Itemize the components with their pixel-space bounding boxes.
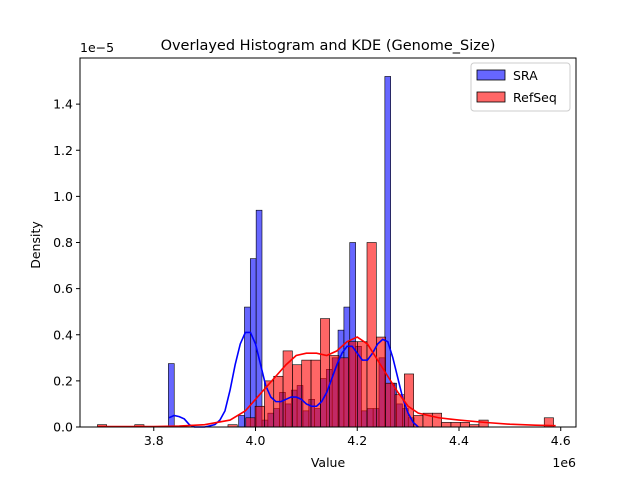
sra-kde-line xyxy=(168,331,419,428)
refseq-histogram-bar xyxy=(413,415,424,428)
sra-histogram-bar xyxy=(238,415,245,428)
legend-label-refseq: RefSeq xyxy=(513,90,557,105)
y-tick-label: 0.2 xyxy=(53,373,73,388)
x-tick-label: 3.8 xyxy=(144,433,164,448)
chart-title: Overlayed Histogram and KDE (Genome_Size… xyxy=(161,38,496,54)
y-tick-label: 0.0 xyxy=(53,420,73,435)
x-axis-label: Value xyxy=(311,455,346,470)
legend-label-sra: SRA xyxy=(513,68,538,83)
refseq-histogram-bar xyxy=(320,318,331,428)
y-tick-label: 0.8 xyxy=(53,235,73,250)
x-offset-label: 1e6 xyxy=(552,455,576,470)
x-tick-label: 4.2 xyxy=(347,433,367,448)
refseq-histogram-bar xyxy=(245,417,256,428)
y-tick-label: 0.4 xyxy=(53,327,73,342)
refseq-histogram-bar xyxy=(329,355,340,428)
refseq-histogram-bar xyxy=(366,242,377,428)
y-tick-label: 1.0 xyxy=(53,189,73,204)
y-axis-ticks: 0.0 0.2 0.4 0.6 0.8 1.0 1.2 1.4 xyxy=(53,97,80,435)
refseq-histogram-bar xyxy=(385,382,396,428)
y-tick-label: 1.4 xyxy=(53,97,73,112)
refseq-histogram-bar xyxy=(450,422,461,428)
refseq-histogram-bar xyxy=(301,359,312,428)
y-offset-label: 1e−5 xyxy=(80,40,114,55)
refseq-histogram-bar xyxy=(432,412,442,428)
refseq-histogram-bar xyxy=(478,419,489,428)
refseq-histogram-bar xyxy=(376,336,386,428)
refseq-histogram-bar xyxy=(254,405,265,428)
refseq-kde-line xyxy=(97,336,556,428)
plot-frame xyxy=(79,57,577,428)
x-axis-ticks: 3.8 4.0 4.2 4.4 4.6 xyxy=(144,427,571,448)
refseq-histogram-bar xyxy=(348,341,358,428)
x-tick-label: 4.4 xyxy=(449,433,469,448)
refseq-histogram-bar xyxy=(459,422,470,428)
legend: SRA RefSeq xyxy=(470,62,571,112)
legend-swatch-sra xyxy=(476,69,506,81)
y-axis-label: Density xyxy=(28,221,43,269)
x-tick-label: 4.0 xyxy=(246,433,266,448)
refseq-histogram-bar xyxy=(338,357,349,428)
y-tick-label: 0.6 xyxy=(53,281,73,296)
refseq-histogram-bar xyxy=(292,364,303,428)
y-tick-label: 1.2 xyxy=(53,143,73,158)
refseq-histogram-bar xyxy=(310,359,321,428)
x-tick-label: 4.6 xyxy=(551,433,571,448)
legend-swatch-refseq xyxy=(476,91,506,103)
refseq-histogram-bar xyxy=(441,422,452,428)
